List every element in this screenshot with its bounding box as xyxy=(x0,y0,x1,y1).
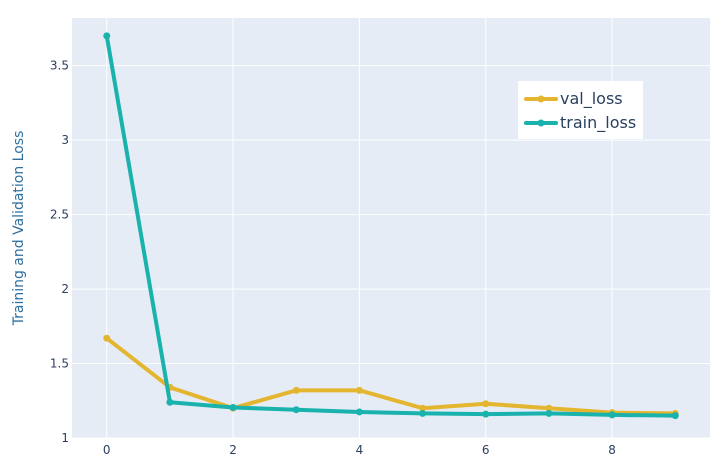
data-point-train-loss xyxy=(103,32,111,40)
data-point-train-loss xyxy=(608,411,616,419)
data-point-train-loss xyxy=(229,403,237,411)
x-tick-label: 0 xyxy=(103,443,111,457)
y-axis-label: Training and Validation Loss xyxy=(11,131,27,327)
data-point-val-loss xyxy=(103,334,111,342)
legend-item-train-loss[interactable]: train_loss xyxy=(524,113,636,133)
grid-lines xyxy=(72,18,710,439)
y-tick-label: 3 xyxy=(61,133,69,147)
y-axis-ticks: 1 1.5 2 2.5 3 3.5 xyxy=(50,59,69,445)
legend-box xyxy=(518,81,643,139)
series-layer xyxy=(103,32,679,420)
y-tick-label: 3.5 xyxy=(50,59,69,73)
y-tick-label: 1 xyxy=(61,431,69,445)
data-point-train-loss xyxy=(419,409,427,417)
legend-swatch-marker xyxy=(537,119,545,127)
data-point-val-loss xyxy=(292,386,300,394)
x-tick-label: 8 xyxy=(608,443,616,457)
y-tick-label: 2 xyxy=(61,282,69,296)
y-tick-label: 1.5 xyxy=(50,357,69,371)
data-point-train-loss xyxy=(482,410,490,418)
data-point-train-loss xyxy=(671,412,679,420)
data-point-train-loss xyxy=(355,408,363,416)
x-tick-label: 4 xyxy=(356,443,364,457)
x-axis-ticks: 0 2 4 6 8 xyxy=(103,443,616,457)
legend-label: val_loss xyxy=(560,89,623,109)
x-tick-label: 2 xyxy=(229,443,237,457)
y-tick-label: 2.5 xyxy=(50,208,69,222)
data-point-train-loss xyxy=(166,398,174,406)
data-point-val-loss xyxy=(355,386,363,394)
data-point-train-loss xyxy=(545,409,553,417)
data-point-val-loss xyxy=(545,404,553,412)
legend-swatch-marker xyxy=(537,95,545,103)
data-point-val-loss xyxy=(482,400,490,408)
x-tick-label: 6 xyxy=(482,443,490,457)
data-point-train-loss xyxy=(292,406,300,414)
legend-label: train_loss xyxy=(560,113,636,133)
series-line-val-loss xyxy=(104,336,678,416)
legend[interactable]: val_loss train_loss xyxy=(518,81,643,139)
series-line-train-loss xyxy=(104,33,678,418)
legend-item-val-loss[interactable]: val_loss xyxy=(524,89,623,109)
data-point-val-loss xyxy=(419,404,427,412)
